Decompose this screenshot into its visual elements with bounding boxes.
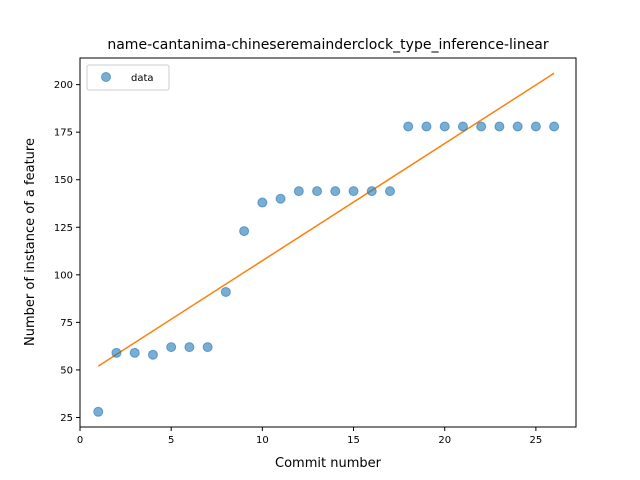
axes-frame bbox=[79, 57, 577, 428]
data-point bbox=[166, 342, 177, 353]
data-point bbox=[330, 186, 341, 197]
data-point bbox=[494, 121, 505, 132]
data-point bbox=[129, 347, 140, 358]
legend-marker-data bbox=[101, 72, 111, 82]
data-point bbox=[366, 186, 377, 197]
data-point bbox=[220, 286, 231, 297]
data-point bbox=[184, 342, 195, 353]
data-point bbox=[257, 197, 268, 208]
y-tick-label: 100 bbox=[54, 270, 73, 281]
data-point bbox=[549, 121, 560, 132]
data-point bbox=[275, 193, 286, 204]
data-point bbox=[476, 121, 487, 132]
x-tick-label: 10 bbox=[256, 435, 269, 446]
x-tick-label: 20 bbox=[438, 435, 451, 446]
data-point bbox=[512, 121, 523, 132]
x-tick-label: 25 bbox=[530, 435, 543, 446]
y-tick-label: 150 bbox=[54, 175, 73, 186]
plot-area: 0 5 10 15 20 25 25 50 75 100 125 150 175 200 bbox=[54, 57, 577, 446]
y-axis-title: Number of instance of a feature bbox=[23, 138, 38, 346]
data-point bbox=[457, 121, 468, 132]
chart-title: name-cantanima-chineseremainderclock_typ… bbox=[107, 37, 549, 53]
data-point bbox=[293, 186, 304, 197]
x-axis-title: Commit number bbox=[275, 456, 382, 471]
fit-line bbox=[97, 72, 555, 367]
data-point bbox=[385, 186, 395, 197]
data-point bbox=[530, 121, 541, 132]
x-tick-label: 0 bbox=[77, 435, 83, 446]
y-tick-label: 25 bbox=[60, 413, 73, 424]
data-point bbox=[403, 121, 414, 132]
data-point bbox=[421, 121, 432, 132]
data-point bbox=[239, 226, 250, 237]
data-point bbox=[93, 406, 104, 417]
data-point bbox=[111, 347, 122, 358]
data-point bbox=[147, 349, 158, 360]
x-tick-label: 15 bbox=[347, 435, 360, 446]
data-point bbox=[439, 121, 450, 132]
legend-label-data: data bbox=[131, 73, 154, 84]
legend: data bbox=[86, 64, 170, 91]
x-tick-label: 5 bbox=[168, 435, 174, 446]
y-tick-label: 175 bbox=[54, 128, 73, 139]
data-point bbox=[202, 342, 213, 353]
legend-box bbox=[86, 64, 170, 91]
data-point bbox=[348, 186, 359, 197]
y-tick-label: 200 bbox=[54, 80, 73, 91]
y-tick-label: 125 bbox=[54, 223, 73, 234]
y-tick-label: 50 bbox=[60, 365, 73, 376]
y-tick-label: 75 bbox=[60, 318, 73, 329]
data-point bbox=[312, 186, 323, 197]
